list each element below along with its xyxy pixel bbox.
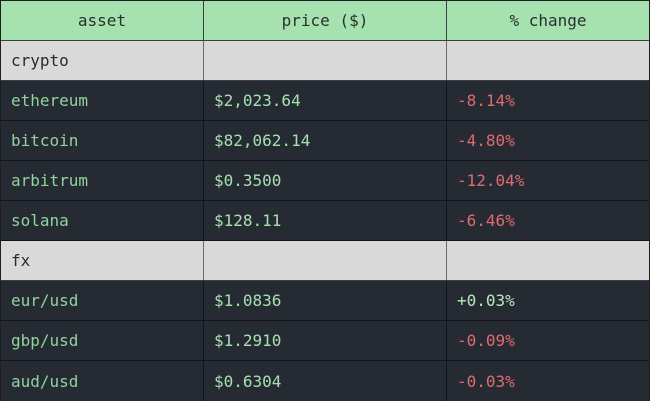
group-empty-cell: [204, 41, 447, 80]
table-row[interactable]: eur/usd $1.0836 +0.03%: [1, 281, 649, 321]
price-cell: $0.6304: [204, 361, 447, 401]
table-row[interactable]: ethereum $2,023.64 -8.14%: [1, 81, 649, 121]
change-cell: -0.09%: [457, 331, 515, 350]
price-cell: $82,062.14: [204, 121, 447, 160]
group-row-crypto: crypto: [1, 41, 649, 81]
column-header-change[interactable]: % change: [509, 11, 587, 30]
table-row[interactable]: aud/usd $0.6304 -0.03%: [1, 361, 649, 401]
asset-cell: solana: [1, 201, 204, 240]
group-label: crypto: [1, 41, 204, 80]
change-cell: -8.14%: [457, 91, 515, 110]
asset-cell: bitcoin: [1, 121, 204, 160]
price-cell: $1.0836: [204, 281, 447, 320]
change-cell: +0.03%: [457, 291, 515, 310]
table-row[interactable]: gbp/usd $1.2910 -0.09%: [1, 321, 649, 361]
group-empty-cell: [204, 241, 447, 280]
group-empty-cell: [447, 241, 649, 280]
price-cell: $0.3500: [204, 161, 447, 200]
table-row[interactable]: solana $128.11 -6.46%: [1, 201, 649, 241]
column-header-price[interactable]: price ($): [204, 1, 447, 40]
change-cell: -4.80%: [457, 131, 515, 150]
change-cell: -6.46%: [457, 211, 515, 230]
group-row-fx: fx: [1, 241, 649, 281]
column-header-asset[interactable]: asset: [1, 1, 204, 40]
group-label: fx: [1, 241, 204, 280]
table-row[interactable]: arbitrum $0.3500 -12.04%: [1, 161, 649, 201]
asset-cell: arbitrum: [1, 161, 204, 200]
asset-cell: gbp/usd: [1, 321, 204, 360]
table-header: asset price ($) % change: [1, 1, 649, 41]
change-cell: -12.04%: [457, 171, 525, 190]
group-empty-cell: [447, 41, 649, 80]
asset-cell: ethereum: [1, 81, 204, 120]
asset-cell: eur/usd: [1, 281, 204, 320]
asset-cell: aud/usd: [1, 361, 204, 401]
price-cell: $128.11: [204, 201, 447, 240]
price-cell: $1.2910: [204, 321, 447, 360]
table-row[interactable]: bitcoin $82,062.14 -4.80%: [1, 121, 649, 161]
change-cell: -0.03%: [457, 371, 515, 391]
price-cell: $2,023.64: [204, 81, 447, 120]
